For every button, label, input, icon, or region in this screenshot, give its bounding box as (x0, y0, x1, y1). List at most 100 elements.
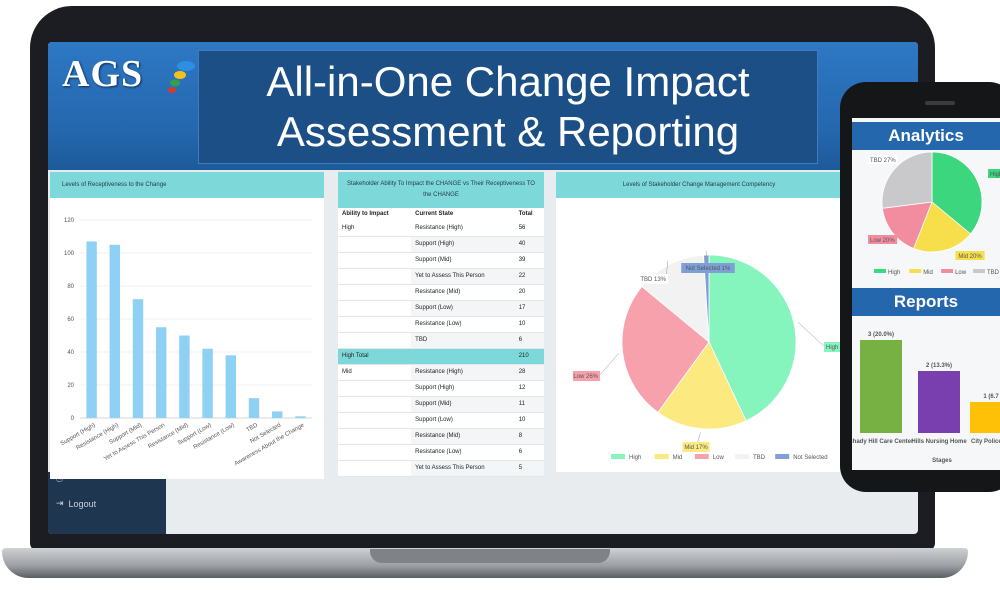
headline-line-1: All-in-One Change Impact (266, 58, 750, 105)
table-cell: TBD (411, 332, 515, 349)
table-cell: Resistance (Mid) (411, 428, 515, 445)
panel-title: Stakeholder Ability To Impact the CHANGE… (338, 172, 544, 208)
laptop-screen: AGS All-in-One Change Impact Assessment … (48, 42, 918, 534)
label-background (955, 251, 985, 260)
table-cell: Resistance (Low) (411, 444, 515, 461)
slice-label: TBD 27% (870, 158, 896, 164)
table-cell: Resistance (Mid) (411, 284, 515, 301)
table-row[interactable]: Yet to Assess This Person 5 (338, 460, 544, 477)
table-row[interactable]: Support (Mid) 39 (338, 252, 544, 269)
headline-line-2: Assessment & Reporting (276, 108, 740, 155)
analytics-banner[interactable]: Analytics (852, 122, 1000, 150)
table-cell: 17 (514, 300, 544, 317)
logout-label: Logout (68, 498, 97, 509)
table-cell: 10 (514, 412, 544, 429)
sidebar-item-partial[interactable]: ⎋ (56, 474, 64, 484)
table-cell: Yet to Assess This Person (411, 268, 515, 285)
legend-label: TBD (987, 270, 1000, 276)
x-axis-label: Stages (932, 458, 952, 464)
slice-label: Not Selected 1% (686, 266, 731, 272)
legend-label: Low (955, 270, 967, 276)
pie-slice (881, 201, 933, 250)
table-row[interactable]: Support (Mid) 11 (338, 396, 544, 413)
table-row[interactable]: TBD 6 (338, 332, 544, 349)
table-cell (338, 460, 412, 477)
x-tick-label: Shady Hill Care Center (852, 439, 914, 445)
label-background (640, 274, 668, 284)
reports-banner[interactable]: Reports (852, 288, 1000, 316)
label-background (868, 155, 898, 164)
table-cell: 28 (514, 364, 544, 381)
table-row[interactable]: Yet to Assess This Person 22 (338, 268, 544, 285)
column-header[interactable]: Total (514, 208, 544, 220)
pie-slice (703, 254, 710, 343)
table-cell: 10 (514, 316, 544, 333)
pie-slice (913, 201, 972, 253)
label-leader (797, 321, 827, 349)
table-row[interactable]: Support (Low) 17 (338, 300, 544, 317)
label-background (824, 342, 855, 352)
table-row[interactable]: Support (High) 40 (338, 236, 544, 253)
sidebar: ⎋ ⇥ Logout (48, 472, 166, 534)
slice-label: Low 26% (573, 374, 598, 380)
column-header[interactable]: Ability to Impact (338, 208, 412, 220)
x-tick-label: City Police De (971, 439, 1000, 445)
table-cell: 39 (514, 252, 544, 269)
table-row[interactable]: Support (Low) 10 (338, 412, 544, 429)
table-cell: 5 (514, 460, 544, 477)
table-cell: Resistance (High) (411, 364, 515, 381)
impact-table: Ability to Impact Current State Total Hi… (338, 208, 544, 477)
table-cell (338, 412, 412, 429)
slice-label: Low 20% (870, 238, 895, 244)
y-tick-label: 0 (71, 416, 75, 422)
legend-swatch (654, 454, 669, 459)
legend-swatch (941, 269, 954, 273)
table-row[interactable]: Resistance (Low) 10 (338, 316, 544, 333)
table-cell (338, 396, 412, 413)
ags-logo[interactable]: AGS (62, 53, 144, 95)
legend-label: Not Selected (793, 455, 827, 461)
table-cell: Yet to Assess This Person (411, 460, 515, 477)
legend-swatch (775, 454, 790, 459)
slice-label: Mid 20% (958, 254, 982, 260)
label-background (682, 442, 710, 452)
table-row[interactable]: Mid Resistance (High) 28 (338, 364, 544, 381)
legend-label: Low (713, 455, 725, 461)
table-row[interactable]: High Total 210 (338, 348, 544, 365)
table-cell: Support (Low) (411, 412, 515, 429)
x-tick-label: TBD (246, 422, 260, 434)
column-header[interactable]: Current State (411, 208, 515, 220)
receptiveness-panel: Levels of Receptiveness to the Change 0 2… (50, 172, 324, 479)
label-background (681, 263, 735, 273)
table-cell: Mid (338, 364, 412, 381)
bar (109, 244, 121, 418)
y-tick-label: 20 (67, 383, 74, 389)
table-cell: Resistance (High) (411, 220, 515, 237)
legend-label: TBD (753, 455, 766, 461)
table-row[interactable]: Resistance (Mid) 8 (338, 428, 544, 445)
mini-pie-chart: High Mid 20% Low 20% TBD 27% High Mid Low TBD (868, 151, 1000, 276)
bar (970, 402, 1000, 433)
table-cell (338, 284, 412, 301)
bar (202, 348, 213, 418)
legend-label: Mid (923, 270, 933, 276)
table-cell (338, 300, 412, 317)
table-row[interactable]: Resistance (Mid) 20 (338, 284, 544, 301)
data-label: 2 (13.3%) (926, 363, 952, 369)
phone-screen: Analytics High Mid 20% Low 20% TBD 27% High M… (852, 118, 1000, 470)
sidebar-item-logout[interactable]: ⇥ Logout (56, 498, 96, 509)
table-cell: Support (Low) (411, 300, 515, 317)
table-header-row: Ability to Impact Current State Total (338, 208, 544, 220)
table-row[interactable]: Resistance (Low) 6 (338, 444, 544, 461)
legend-label: Mid (673, 455, 683, 461)
slice-label: TBD 13% (640, 277, 666, 283)
table-row[interactable]: Support (High) 12 (338, 380, 544, 397)
pie-slice (708, 254, 797, 422)
table-cell: Support (High) (411, 236, 515, 253)
table-row[interactable]: High Resistance (High) 56 (338, 220, 544, 237)
data-label: 1 (6.7 (983, 394, 999, 400)
slice-label: Mid 17% (684, 445, 708, 451)
legend-label: High (629, 455, 641, 461)
